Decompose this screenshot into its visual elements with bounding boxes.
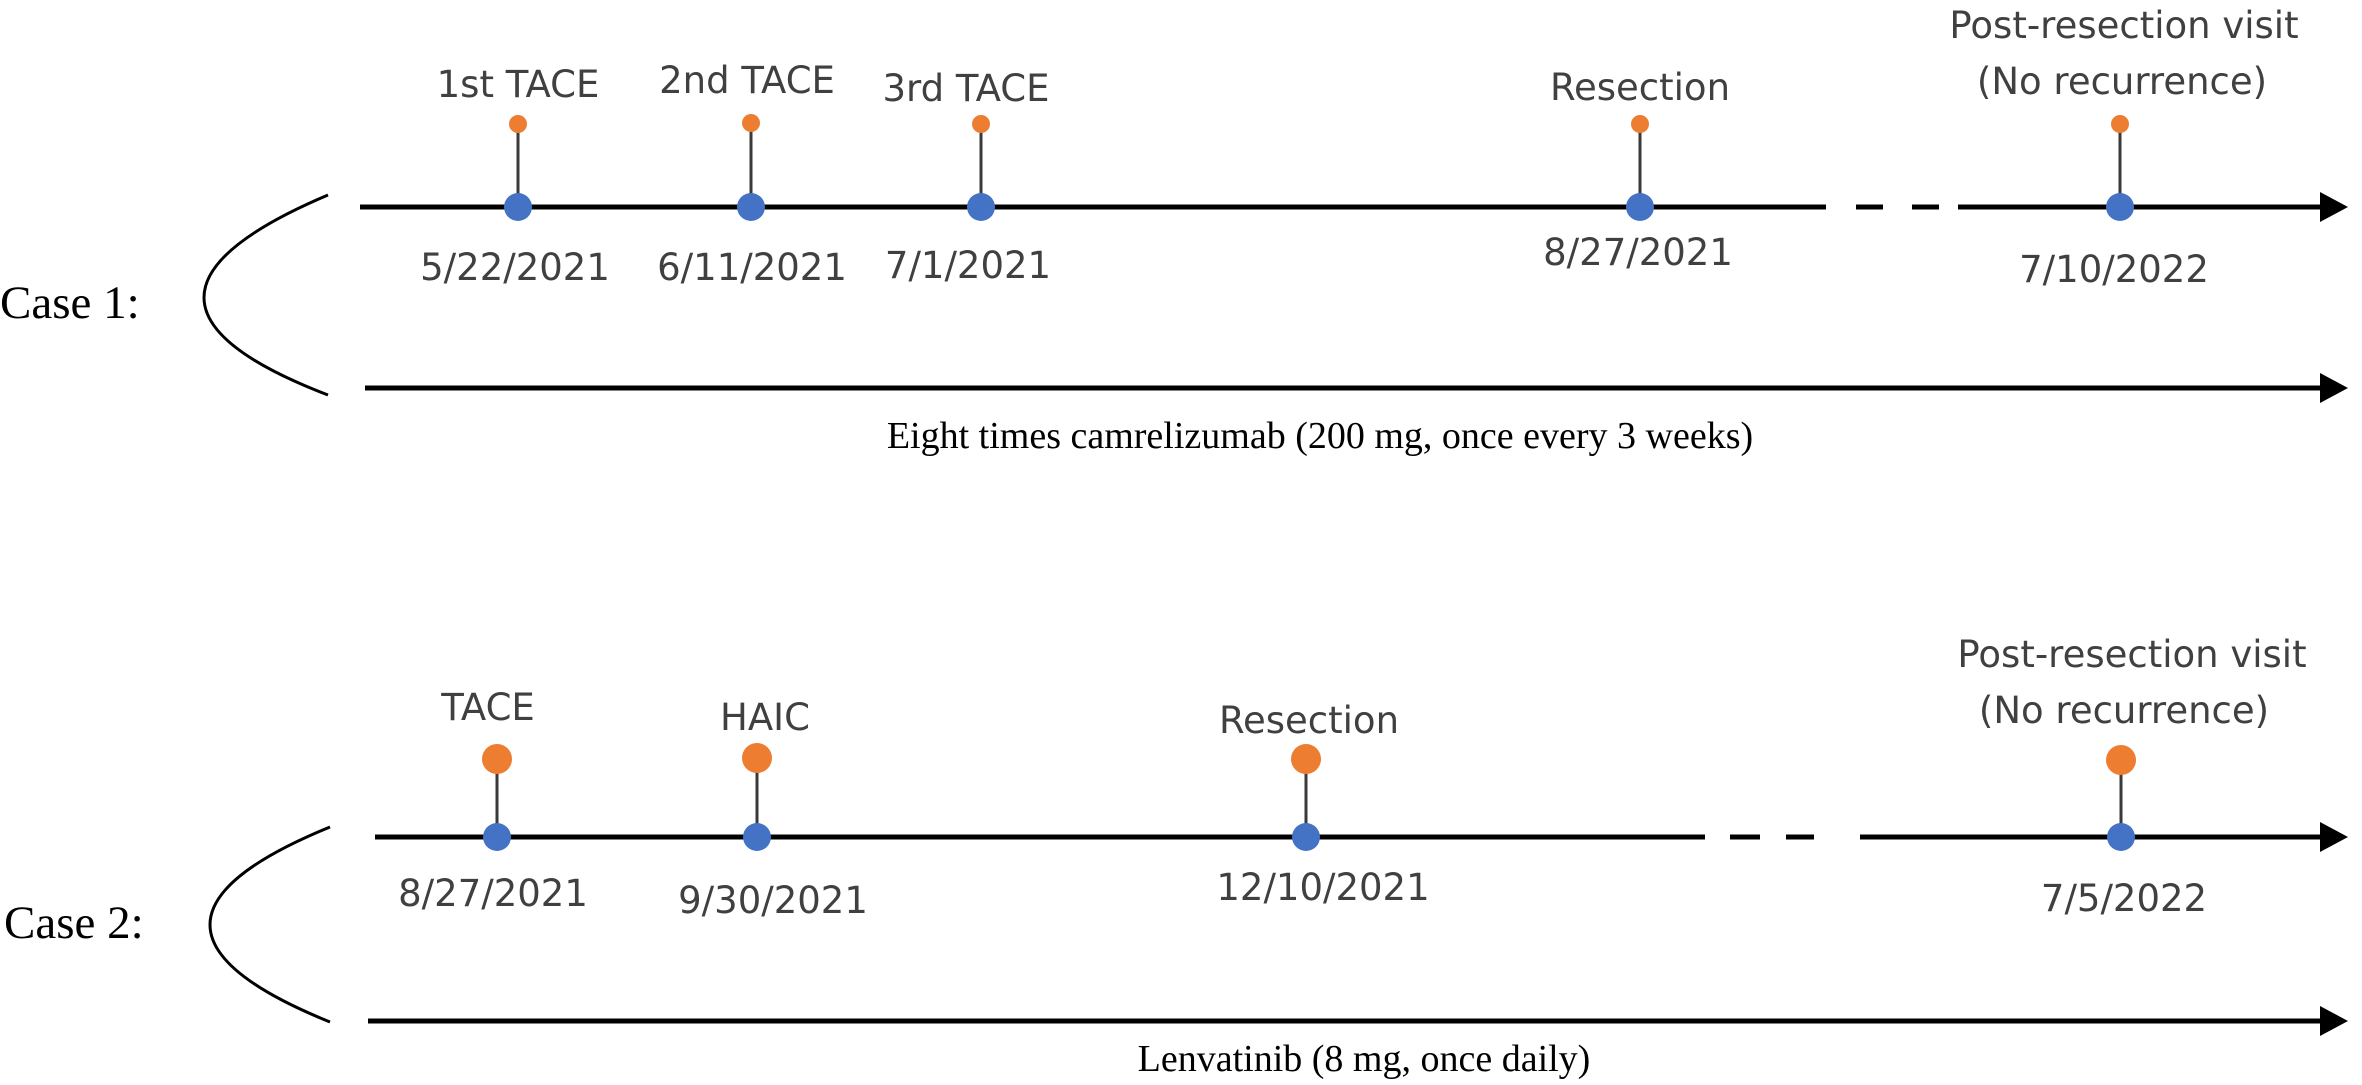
case-2-brace: [208, 825, 331, 1024]
event-date: 6/11/2021: [657, 246, 847, 289]
event-name: Post-resection visit: [1957, 633, 2306, 676]
date-marker-dot: [1626, 193, 1654, 221]
event-marker-dot: [742, 743, 772, 773]
date-marker-dot: [2107, 823, 2135, 851]
event-name: Resection: [1550, 66, 1730, 109]
event-marker-dot: [1291, 744, 1321, 774]
event-date: 7/1/2021: [885, 244, 1051, 287]
date-marker-dot: [743, 823, 771, 851]
date-marker-dot: [1292, 823, 1320, 851]
event-name: 3rd TACE: [883, 67, 1050, 110]
event-date: 12/10/2021: [1216, 866, 1429, 909]
case-2-event-2: HAIC 9/30/2021: [678, 696, 868, 922]
event-name-line-2: (No recurrence): [1979, 689, 2269, 732]
case-2-group: Case 2: TACE 8/27/2021 HAIC 9/30/2021 Re…: [4, 633, 2348, 1080]
event-name: Post-resection visit: [1949, 4, 2298, 47]
case-1-label: Case 1:: [0, 277, 140, 329]
case-1-brace: [202, 193, 329, 397]
event-marker-dot: [509, 115, 527, 133]
case-2-event-3: Resection 12/10/2021: [1216, 699, 1429, 909]
case-1-event-4: Resection 8/27/2021: [1543, 66, 1733, 274]
event-date: 5/22/2021: [420, 246, 610, 289]
case-1-event-1: 1st TACE 5/22/2021: [420, 63, 610, 289]
date-marker-dot: [483, 823, 511, 851]
case-2-event-1: TACE 8/27/2021: [398, 686, 588, 915]
event-name: 2nd TACE: [659, 59, 835, 102]
event-name: Resection: [1219, 699, 1399, 742]
date-marker-dot: [737, 193, 765, 221]
case-2-label: Case 2:: [4, 897, 144, 949]
case-2-event-4: Post-resection visit (No recurrence) 7/5…: [1957, 633, 2306, 920]
case-1-event-3: 3rd TACE 7/1/2021: [883, 67, 1052, 287]
case-1-event-5: Post-resection visit (No recurrence) 7/1…: [1949, 4, 2298, 291]
case-1-drug-arrowhead: [2320, 373, 2348, 403]
event-date: 7/5/2022: [2041, 877, 2207, 920]
event-marker-dot: [972, 115, 990, 133]
case-1-drug-label: Eight times camrelizumab (200 mg, once e…: [887, 415, 1753, 457]
event-date: 9/30/2021: [678, 879, 868, 922]
event-date: 8/27/2021: [398, 872, 588, 915]
event-marker-dot: [2106, 745, 2136, 775]
event-marker-dot: [1631, 115, 1649, 133]
event-name: TACE: [440, 686, 535, 729]
event-name-line-2: (No recurrence): [1977, 60, 2267, 103]
case-2-drug-arrowhead: [2320, 1006, 2348, 1036]
case-1-group: Case 1: 1st TACE 5/22/2021 2nd TACE 6/11…: [0, 4, 2348, 457]
case-2-drug-label: Lenvatinib (8 mg, once daily): [1138, 1038, 1591, 1080]
event-marker-dot: [742, 114, 760, 132]
case-2-timeline-arrowhead: [2320, 822, 2348, 852]
event-marker-dot: [2111, 115, 2129, 133]
event-name: HAIC: [720, 696, 810, 739]
date-marker-dot: [967, 193, 995, 221]
event-name: 1st TACE: [437, 63, 600, 106]
case-1-timeline-arrowhead: [2320, 192, 2348, 222]
case-1-event-2: 2nd TACE 6/11/2021: [657, 59, 847, 289]
event-marker-dot: [482, 744, 512, 774]
event-date: 8/27/2021: [1543, 231, 1733, 274]
event-date: 7/10/2022: [2019, 248, 2209, 291]
date-marker-dot: [2106, 193, 2134, 221]
date-marker-dot: [504, 193, 532, 221]
